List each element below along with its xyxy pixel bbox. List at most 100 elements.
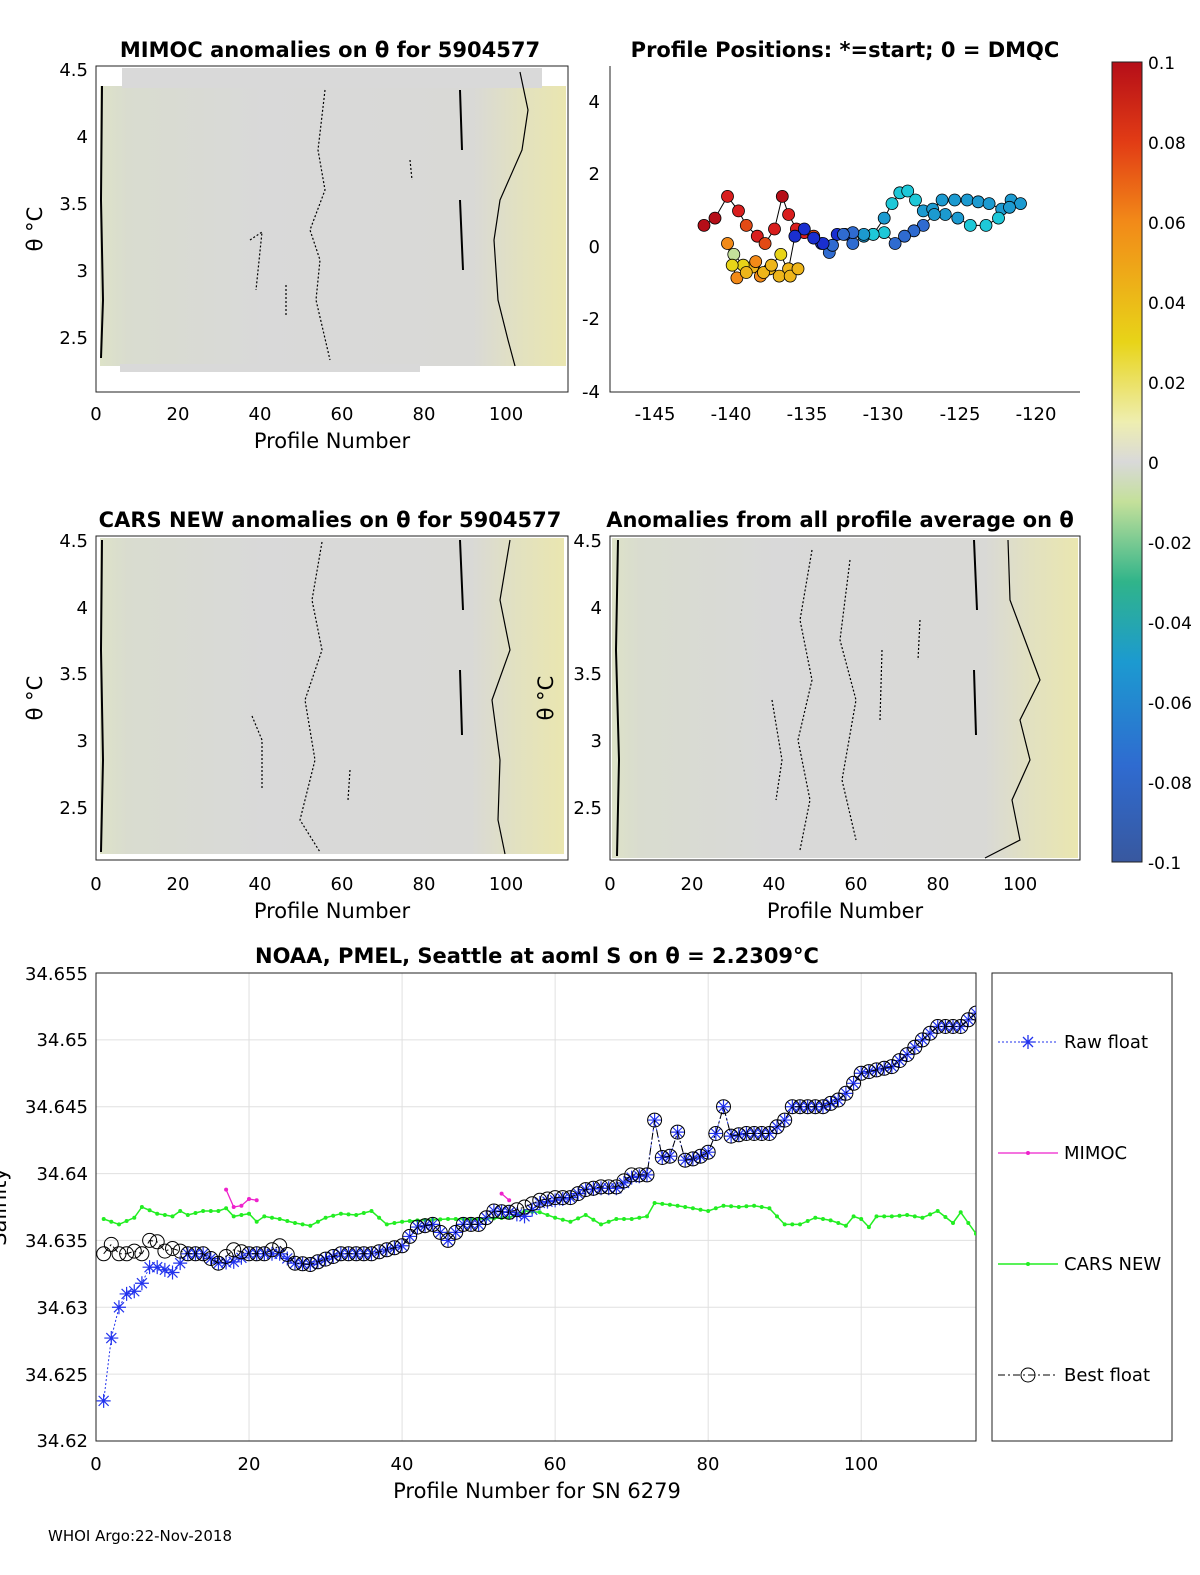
best-float-point [379, 1242, 395, 1258]
raw-float-point [157, 1262, 172, 1277]
cars-new-point [713, 1206, 718, 1211]
best-float-point [417, 1218, 433, 1234]
best-float-point [463, 1216, 479, 1232]
cars-xtick: 100 [489, 874, 523, 895]
best-float-point [341, 1246, 356, 1262]
mimoc-point [247, 1197, 251, 1201]
cars-contour-2 [491, 539, 511, 855]
profile-position-point [935, 193, 949, 207]
cars-new-point [178, 1209, 183, 1213]
cars-new-point [270, 1215, 274, 1220]
salinity-ytick: 34.625 [25, 1365, 88, 1386]
best-float-point [807, 1099, 823, 1115]
raw-float-point [594, 1181, 609, 1196]
cars-new-point [759, 1205, 764, 1209]
salinity-axes [95, 972, 977, 1442]
cars-new-point [821, 1217, 825, 1221]
cars-new-point [637, 1215, 642, 1220]
best-float-point [945, 1019, 961, 1034]
positions-xtick: -130 [863, 404, 904, 425]
raw-float-point [134, 1276, 149, 1291]
cars-new-point [308, 1223, 313, 1228]
best-float-point [838, 1085, 854, 1101]
profile-position-point [788, 229, 802, 243]
best-float-point [601, 1179, 617, 1195]
best-float-point [846, 1075, 862, 1091]
mimoc-ytick: 3.5 [59, 194, 88, 215]
best-float-point [517, 1199, 532, 1215]
cars-new-point [912, 1214, 917, 1219]
best-float-point [142, 1232, 158, 1248]
raw-float-point [555, 1191, 570, 1206]
mimoc-point [231, 1205, 236, 1209]
salinity-panel: NOAA, PMEL, Seattle at aoml S on θ = 2.2… [0, 944, 977, 1503]
best-float-point [639, 1167, 655, 1183]
best-float-point [111, 1246, 127, 1262]
best-float-point [371, 1244, 387, 1260]
best-float-point [662, 1148, 678, 1164]
cars-new-point [231, 1214, 236, 1219]
colorbar-tick: 0.04 [1148, 294, 1186, 314]
best-float-point [241, 1246, 257, 1262]
cars-new-point [170, 1214, 175, 1219]
mimoc-yticks: 2.5 3 3.5 4 4.5 [59, 60, 88, 349]
cars-new-point [285, 1219, 290, 1223]
best-float-point [937, 1019, 953, 1034]
mimoc-xticks: 0 20 40 60 80 100 [90, 404, 523, 425]
cars-new-point [591, 1217, 596, 1222]
best-float-point [723, 1128, 739, 1144]
mimoc-xtick: 80 [413, 404, 436, 425]
cars-new-point [782, 1222, 787, 1227]
cars-new-point [224, 1206, 229, 1211]
avg-panel: Anomalies from all profile average on θ … [534, 508, 1081, 923]
profile-position-point [757, 266, 770, 279]
salinity-plot-area [96, 1005, 976, 1408]
raw-float-point [624, 1170, 639, 1185]
best-float-point [738, 1126, 754, 1141]
cars-xtick: 60 [331, 874, 354, 895]
raw-float-point [127, 1284, 142, 1299]
raw-float-point [219, 1255, 234, 1270]
best-float-point [876, 1060, 892, 1076]
cars-new-point [377, 1215, 382, 1220]
raw-float-point [532, 1195, 547, 1210]
salinity-xticks: 0 20 40 60 80 100 [90, 1454, 878, 1475]
mimoc-xtick: 100 [489, 404, 523, 425]
cars-xlabel: Profile Number [254, 899, 411, 923]
avg-ytick: 4 [591, 598, 602, 619]
best-float-point [126, 1243, 142, 1259]
best-float-point [494, 1204, 510, 1220]
cars-new-point [354, 1213, 359, 1217]
cars-new-point [767, 1206, 772, 1211]
best-float-point [532, 1192, 548, 1208]
raw-float-point [463, 1217, 478, 1232]
cars-new-point [614, 1217, 619, 1221]
best-float-point [608, 1179, 624, 1195]
cars-new-point [889, 1214, 894, 1219]
best-float-point [310, 1254, 326, 1270]
best-float-point [440, 1232, 456, 1248]
best-float-point [670, 1124, 686, 1140]
cars-new-point [645, 1214, 649, 1219]
cars-ytick: 4 [77, 598, 88, 619]
best-float-point [616, 1173, 632, 1189]
raw-float-point [946, 1019, 961, 1034]
avg-title: Anomalies from all profile average on θ [606, 508, 1074, 532]
raw-float-point [287, 1256, 302, 1271]
raw-float-point [800, 1099, 815, 1114]
mimoc-ytick: 4.5 [59, 60, 88, 81]
profile-position-point [765, 258, 778, 272]
raw-float-point [601, 1181, 616, 1196]
colorbar-tick: -0.04 [1148, 614, 1192, 634]
best-float-point [348, 1246, 364, 1262]
cars-new-point [882, 1214, 887, 1219]
cars-new-point [537, 1210, 542, 1215]
cars-new-point [132, 1215, 137, 1220]
cars-new-point [338, 1211, 343, 1216]
cars-ytick: 3 [77, 731, 88, 752]
profile-position-point [797, 222, 811, 236]
cars-new-point [254, 1219, 259, 1224]
raw-float-point [418, 1218, 433, 1233]
profile-position-point [877, 226, 891, 240]
best-float-point [318, 1251, 334, 1267]
